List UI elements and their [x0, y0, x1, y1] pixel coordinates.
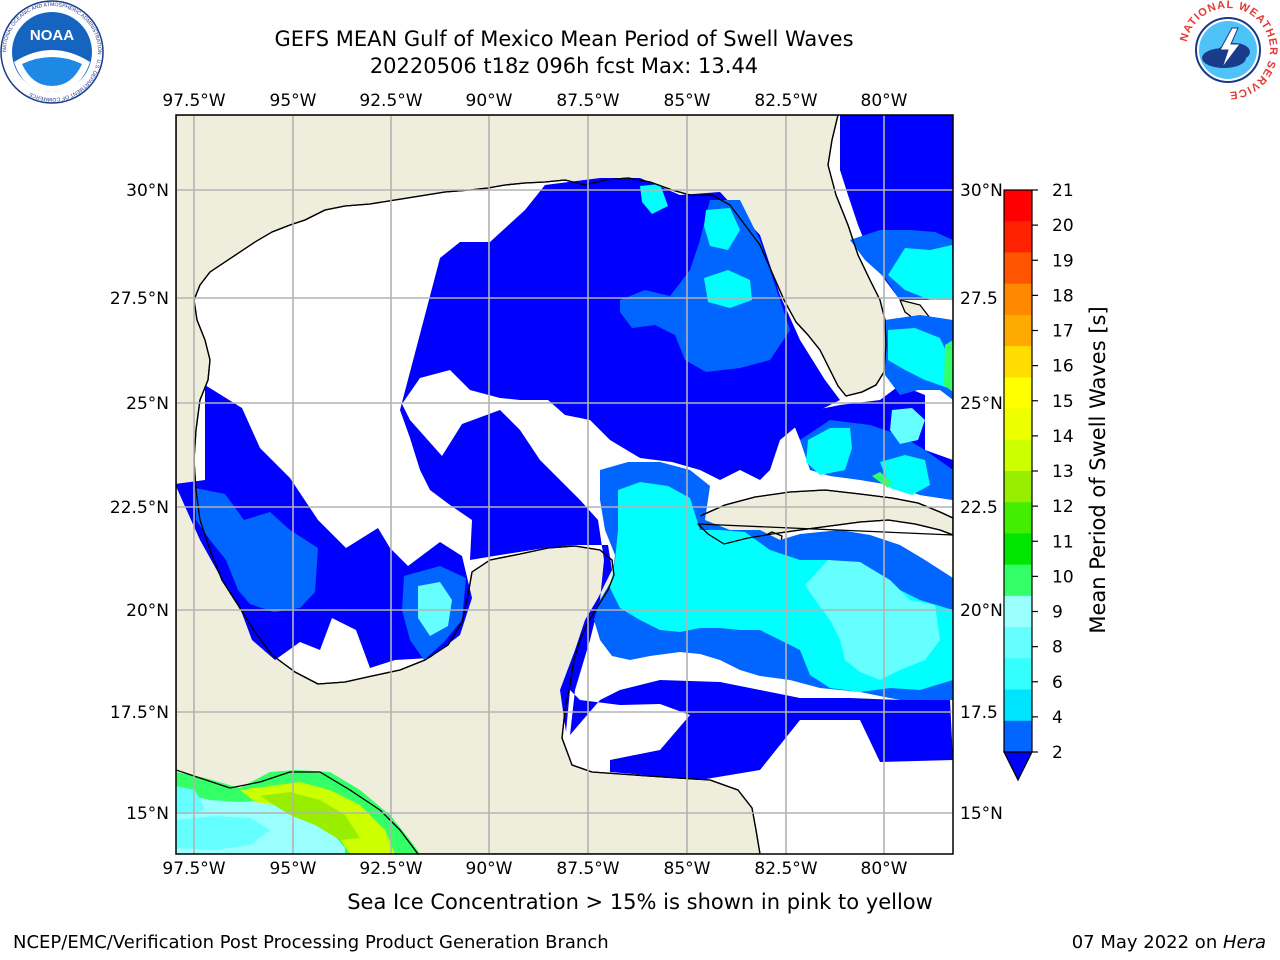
- colorbar-segment: [1004, 471, 1032, 503]
- colorbar-tick-label: 4: [1052, 708, 1063, 728]
- colorbar-tick-label: 17: [1052, 322, 1074, 342]
- colorbar-tick-label: 19: [1052, 251, 1074, 271]
- lat-label-right: 30°N: [960, 181, 1003, 201]
- lon-labels-top: 97.5°W 95°W 92.5°W 90°W 87.5°W 85°W 82.5°W 80°W: [162, 91, 907, 111]
- colorbar-segment: [1004, 439, 1032, 472]
- colorbar-segment: [1004, 564, 1032, 597]
- footer-branch-text: NCEP/EMC/Verification Post Processing Pr…: [13, 932, 609, 953]
- colorbar-segment: [1004, 346, 1032, 378]
- colorbar-segment: [1004, 689, 1032, 722]
- map-subtitle: 20220506 t18z 096h fcst Max: 13.44: [369, 54, 759, 78]
- nws-logo: NATIONAL WEATHER SERVICE: [1178, 0, 1278, 100]
- lat-label-right: 25°N: [960, 394, 1003, 414]
- colorbar-segment: [1004, 627, 1032, 659]
- colorbar-segment: [1004, 221, 1032, 253]
- colorbar-segment: [1004, 377, 1032, 410]
- lat-label-left: 25°N: [126, 394, 169, 414]
- map-gridlines: [176, 115, 953, 854]
- lon-label-bottom: 85°W: [664, 859, 711, 879]
- sea-ice-caption: Sea Ice Concentration > 15% is shown in …: [347, 890, 933, 914]
- colorbar-extend-arrow: [1003, 751, 1033, 782]
- colorbar-segment: [1004, 502, 1032, 534]
- noaa-logo: NOAA NATIONAL OCEANIC AND ATMOSPHERIC AD…: [0, 0, 104, 104]
- colorbar-tick-label: 11: [1052, 532, 1074, 552]
- lat-label-right: 27.5: [960, 289, 998, 309]
- lon-label-top: 97.5°W: [162, 91, 225, 111]
- footer-date-text: 07 May 2022 on Hera: [1072, 932, 1266, 953]
- colorbar-segment: [1004, 720, 1032, 753]
- lat-label-left: 20°N: [126, 601, 169, 621]
- colorbar-tick-label: 6: [1052, 673, 1063, 693]
- lon-label-bottom: 92.5°W: [359, 859, 422, 879]
- colorbar-segment: [1004, 533, 1032, 566]
- colorbar-label: Mean Period of Swell Waves [s]: [1086, 306, 1110, 633]
- pacific-swell-area: [176, 770, 420, 854]
- footer-date: 07 May 2022 on: [1071, 932, 1223, 953]
- colorbar-segment: [1004, 283, 1032, 316]
- colorbar-tick-label: 16: [1052, 357, 1074, 377]
- lon-label-bottom: 87.5°W: [556, 859, 619, 879]
- colorbar-segment: [1004, 314, 1032, 347]
- colorbar-tick-label: 18: [1052, 286, 1074, 306]
- lon-label-top: 90°W: [466, 91, 513, 111]
- colorbar-tick-label: 21: [1052, 181, 1074, 201]
- lat-label-left: 30°N: [126, 181, 169, 201]
- colorbar-segment: [1004, 252, 1032, 285]
- colorbar-tick-label: 15: [1052, 392, 1074, 412]
- colorbar-segment: [1004, 190, 1032, 222]
- colorbar-tick-label: 14: [1052, 427, 1074, 447]
- lat-label-left: 17.5°N: [110, 703, 169, 723]
- lon-label-bottom: 80°W: [861, 859, 908, 879]
- colorbar-tick-label: 8: [1052, 638, 1063, 658]
- lon-label-bottom: 97.5°W: [162, 859, 225, 879]
- lon-label-top: 80°W: [861, 91, 908, 111]
- noaa-logo-text: NOAA: [30, 27, 74, 44]
- swell-period-8-9s: [418, 408, 940, 680]
- lat-label-right: 22.5: [960, 498, 998, 518]
- map-title: GEFS MEAN Gulf of Mexico Mean Period of …: [274, 27, 854, 51]
- colorbar-tick-label: 20: [1052, 216, 1074, 236]
- lon-label-top: 87.5°W: [556, 91, 619, 111]
- lon-label-top: 92.5°W: [359, 91, 422, 111]
- lat-label-left: 22.5°N: [110, 498, 169, 518]
- lon-label-top: 85°W: [664, 91, 711, 111]
- colorbar: 2 4 6 8 9 10 11 12 13 14 15 16 17 18 19 20 21: [1003, 181, 1074, 782]
- lat-labels-left: 30°N 27.5°N 25°N 22.5°N 20°N 17.5°N 15°N: [110, 181, 169, 824]
- lon-label-top: 95°W: [270, 91, 317, 111]
- colorbar-tick-label: 10: [1052, 567, 1074, 587]
- colorbar-segment: [1004, 658, 1032, 691]
- lon-label-top: 82.5°W: [754, 91, 817, 111]
- map-frame: [175, 114, 954, 855]
- colorbar-tick-label: 13: [1052, 462, 1074, 482]
- footer-host: Hera: [1222, 932, 1266, 953]
- colorbar-tick-label: 9: [1052, 603, 1063, 623]
- lat-label-right: 17.5: [960, 703, 998, 723]
- lon-label-bottom: 90°W: [466, 859, 513, 879]
- map-plot-area: [176, 115, 953, 854]
- lon-label-bottom: 82.5°W: [754, 859, 817, 879]
- lat-label-right: 15°N: [960, 804, 1003, 824]
- lat-labels-right: 30°N 27.5 25°N 22.5 20°N 17.5 15°N: [960, 181, 1003, 824]
- swell-period-9-10s: [872, 340, 953, 488]
- colorbar-tick-label: 2: [1052, 743, 1063, 763]
- colorbar-tick-label: 12: [1052, 497, 1074, 517]
- lon-label-bottom: 95°W: [270, 859, 317, 879]
- lon-labels-bottom: 97.5°W 95°W 92.5°W 90°W 87.5°W 85°W 82.5°W 80°W: [162, 859, 907, 879]
- colorbar-segment: [1004, 595, 1032, 628]
- lat-label-right: 20°N: [960, 601, 1003, 621]
- lat-label-left: 27.5°N: [110, 289, 169, 309]
- colorbar-segment: [1004, 408, 1032, 441]
- lat-label-left: 15°N: [126, 804, 169, 824]
